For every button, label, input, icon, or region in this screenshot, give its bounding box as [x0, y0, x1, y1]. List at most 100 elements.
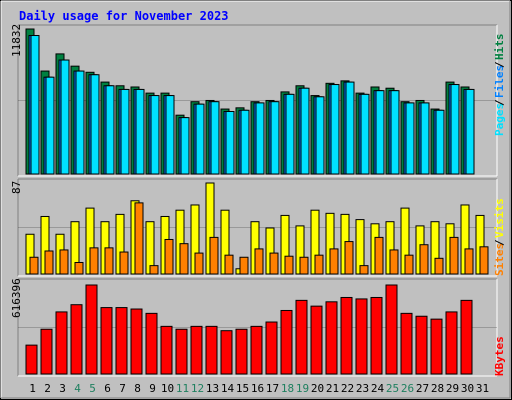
bar-pages-day-6	[105, 85, 115, 175]
bar-kbytes-day-22	[340, 296, 353, 375]
legend-kbytes: KBytes	[493, 336, 506, 376]
bar-sites-day-16	[254, 248, 264, 275]
bar-pages-day-23	[360, 93, 370, 175]
bar-pages-day-12	[195, 103, 205, 175]
bar-sites-day-14	[224, 254, 234, 275]
x-tick-label-31: 31	[476, 382, 489, 395]
bar-pages-day-27	[420, 102, 430, 175]
x-tick-label-2: 2	[44, 382, 51, 395]
bar-pages-day-22	[345, 81, 355, 175]
x-tick-label-9: 9	[149, 382, 156, 395]
bar-sites-day-12	[194, 252, 204, 275]
bar-sites-day-13	[209, 236, 219, 275]
bar-pages-day-19	[300, 87, 310, 175]
x-tick-label-14: 14	[221, 382, 235, 395]
x-tick-label-10: 10	[161, 382, 174, 395]
x-tick-label-23: 23	[356, 382, 369, 395]
legend-files: Files	[493, 65, 506, 98]
bar-pages-day-26	[405, 102, 415, 175]
bar-kbytes-day-20	[310, 305, 323, 375]
bar-sites-day-3	[59, 249, 69, 275]
x-tick-label-25: 25	[386, 382, 399, 395]
bottom-ymax-label: 616396	[10, 278, 23, 318]
legend-sep-3: /	[493, 239, 506, 246]
x-tick-label-30: 30	[461, 382, 474, 395]
bar-pages-day-20	[315, 96, 325, 175]
x-tick-label-7: 7	[119, 382, 126, 395]
x-tick-label-4: 4	[74, 382, 81, 395]
bar-kbytes-day-26	[400, 312, 413, 375]
x-tick-label-15: 15	[236, 382, 249, 395]
bar-sites-day-25	[389, 249, 399, 275]
bar-kbytes-day-17	[265, 321, 278, 375]
x-tick-label-21: 21	[326, 382, 339, 395]
bar-sites-day-17	[269, 252, 279, 275]
bar-pages-day-9	[150, 95, 160, 175]
bar-sites-day-18	[284, 255, 294, 275]
bar-pages-day-3	[60, 59, 70, 175]
bar-sites-day-30	[464, 248, 474, 275]
bar-pages-day-8	[135, 88, 145, 175]
bar-pages-day-4	[75, 70, 85, 175]
bar-kbytes-day-2	[40, 328, 53, 375]
bar-kbytes-day-1	[25, 344, 38, 375]
bar-pages-day-5	[90, 74, 100, 175]
bar-sites-day-2	[44, 250, 54, 275]
x-tick-label-3: 3	[59, 382, 66, 395]
bar-sites-day-29	[449, 236, 459, 275]
bar-sites-day-23	[359, 265, 369, 275]
x-tick-label-16: 16	[251, 382, 264, 395]
bar-kbytes-day-29	[445, 311, 458, 375]
x-tick-label-18: 18	[281, 382, 294, 395]
bar-pages-day-10	[165, 95, 175, 175]
x-tick-label-5: 5	[89, 382, 96, 395]
bar-pages-day-30	[465, 88, 475, 175]
bar-sites-day-28	[434, 257, 444, 275]
x-tick-label-20: 20	[311, 382, 324, 395]
bar-sites-day-11	[179, 243, 189, 275]
bar-sites-day-5	[89, 247, 99, 275]
bar-sites-day-4	[74, 261, 84, 275]
bar-kbytes-day-30	[460, 299, 473, 375]
bar-kbytes-day-13	[205, 325, 218, 375]
legend-sites: Sites	[493, 243, 506, 276]
bar-sites-day-31	[479, 246, 489, 275]
bar-sites-day-22	[344, 241, 354, 275]
x-tick-label-8: 8	[134, 382, 141, 395]
bar-sites-day-26	[404, 254, 414, 275]
chart-title: Daily usage for November 2023	[19, 9, 229, 23]
bar-kbytes-day-15	[235, 328, 248, 375]
bar-kbytes-day-23	[355, 298, 368, 375]
bar-sites-day-9	[149, 265, 159, 275]
bar-sites-day-10	[164, 238, 174, 275]
x-tick-label-28: 28	[431, 382, 444, 395]
bar-kbytes-day-9	[145, 312, 158, 375]
bar-pages-day-17	[270, 101, 280, 175]
top-ymax-label: 11832	[10, 24, 23, 57]
bar-pages-day-13	[210, 101, 220, 175]
x-tick-label-6: 6	[104, 382, 111, 395]
bar-kbytes-day-7	[115, 307, 128, 375]
bar-sites-day-1	[29, 256, 39, 275]
bar-kbytes-day-5	[85, 284, 98, 375]
bar-pages-day-15	[240, 109, 250, 175]
bar-kbytes-day-10	[160, 325, 173, 375]
bar-pages-day-16	[255, 102, 265, 175]
panel-sites-visits	[17, 178, 498, 277]
bar-sites-day-6	[104, 247, 114, 275]
bar-kbytes-day-28	[430, 318, 443, 375]
legend-hits: Hits	[493, 34, 506, 61]
bar-kbytes-day-18	[280, 309, 293, 375]
x-tick-label-12: 12	[191, 382, 204, 395]
bar-pages-day-24	[375, 90, 385, 175]
bar-kbytes-day-27	[415, 315, 428, 375]
bar-pages-day-29	[450, 84, 460, 175]
bar-kbytes-day-16	[250, 325, 263, 375]
bar-pages-day-11	[180, 117, 190, 175]
legend-visits: Visits	[493, 198, 506, 238]
bar-sites-day-7	[119, 251, 129, 275]
bar-kbytes-day-8	[130, 308, 143, 375]
panel-kbytes	[17, 278, 498, 377]
bar-kbytes-day-24	[370, 296, 383, 375]
x-tick-label-27: 27	[416, 382, 429, 395]
